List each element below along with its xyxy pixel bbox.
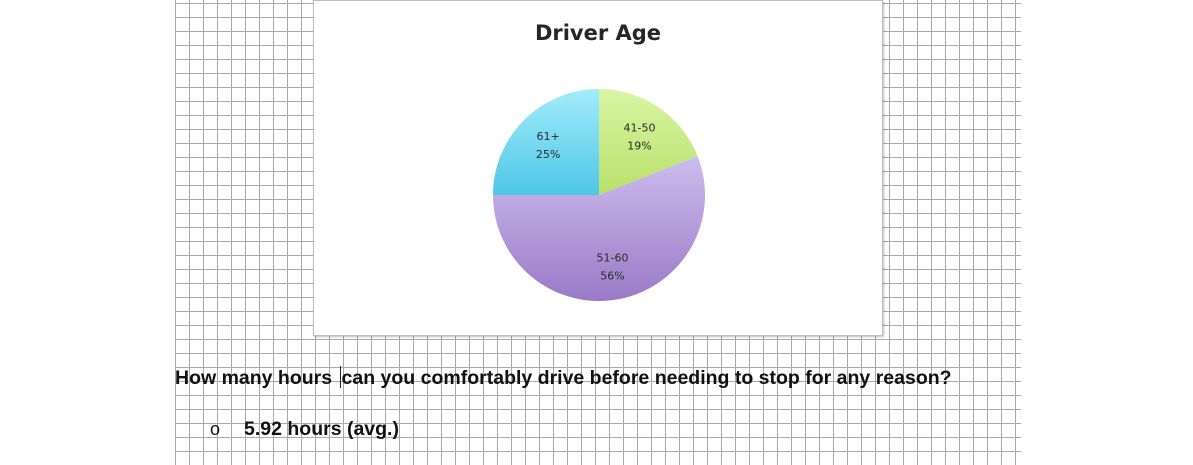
- survey-question: How many hours can you comfortably drive…: [175, 366, 975, 391]
- slice-percent-label: 56%: [600, 270, 624, 283]
- slice-percent-label: 19%: [627, 139, 651, 152]
- pie-slice-51-60[interactable]: [493, 155, 705, 301]
- pie-chart-svg: 41-50 19% 51-60 56% 61+ 25%: [493, 89, 705, 301]
- answer-list-item: o 5.92 hours (avg.): [210, 417, 399, 442]
- slice-category-label: 41-50: [623, 121, 655, 134]
- chart-title: Driver Age: [534, 21, 662, 45]
- question-text-end: can you comfortably drive before needing…: [341, 367, 952, 389]
- slice-percent-label: 25%: [536, 148, 560, 161]
- driver-age-chart[interactable]: Driver Age 41-50 19% 51-60 56% 61+ 25%: [313, 0, 883, 336]
- answer-text: 5.92 hours (avg.): [244, 418, 399, 440]
- question-text-start: How many hours: [175, 367, 333, 389]
- text-cursor: [339, 366, 341, 388]
- pie-slice-41-50[interactable]: [599, 89, 698, 195]
- slice-category-label: 51-60: [597, 252, 629, 265]
- pie-slice-61plus[interactable]: [493, 89, 599, 195]
- hollow-bullet-icon: o: [210, 419, 221, 439]
- slice-category-label: 61+: [536, 130, 559, 143]
